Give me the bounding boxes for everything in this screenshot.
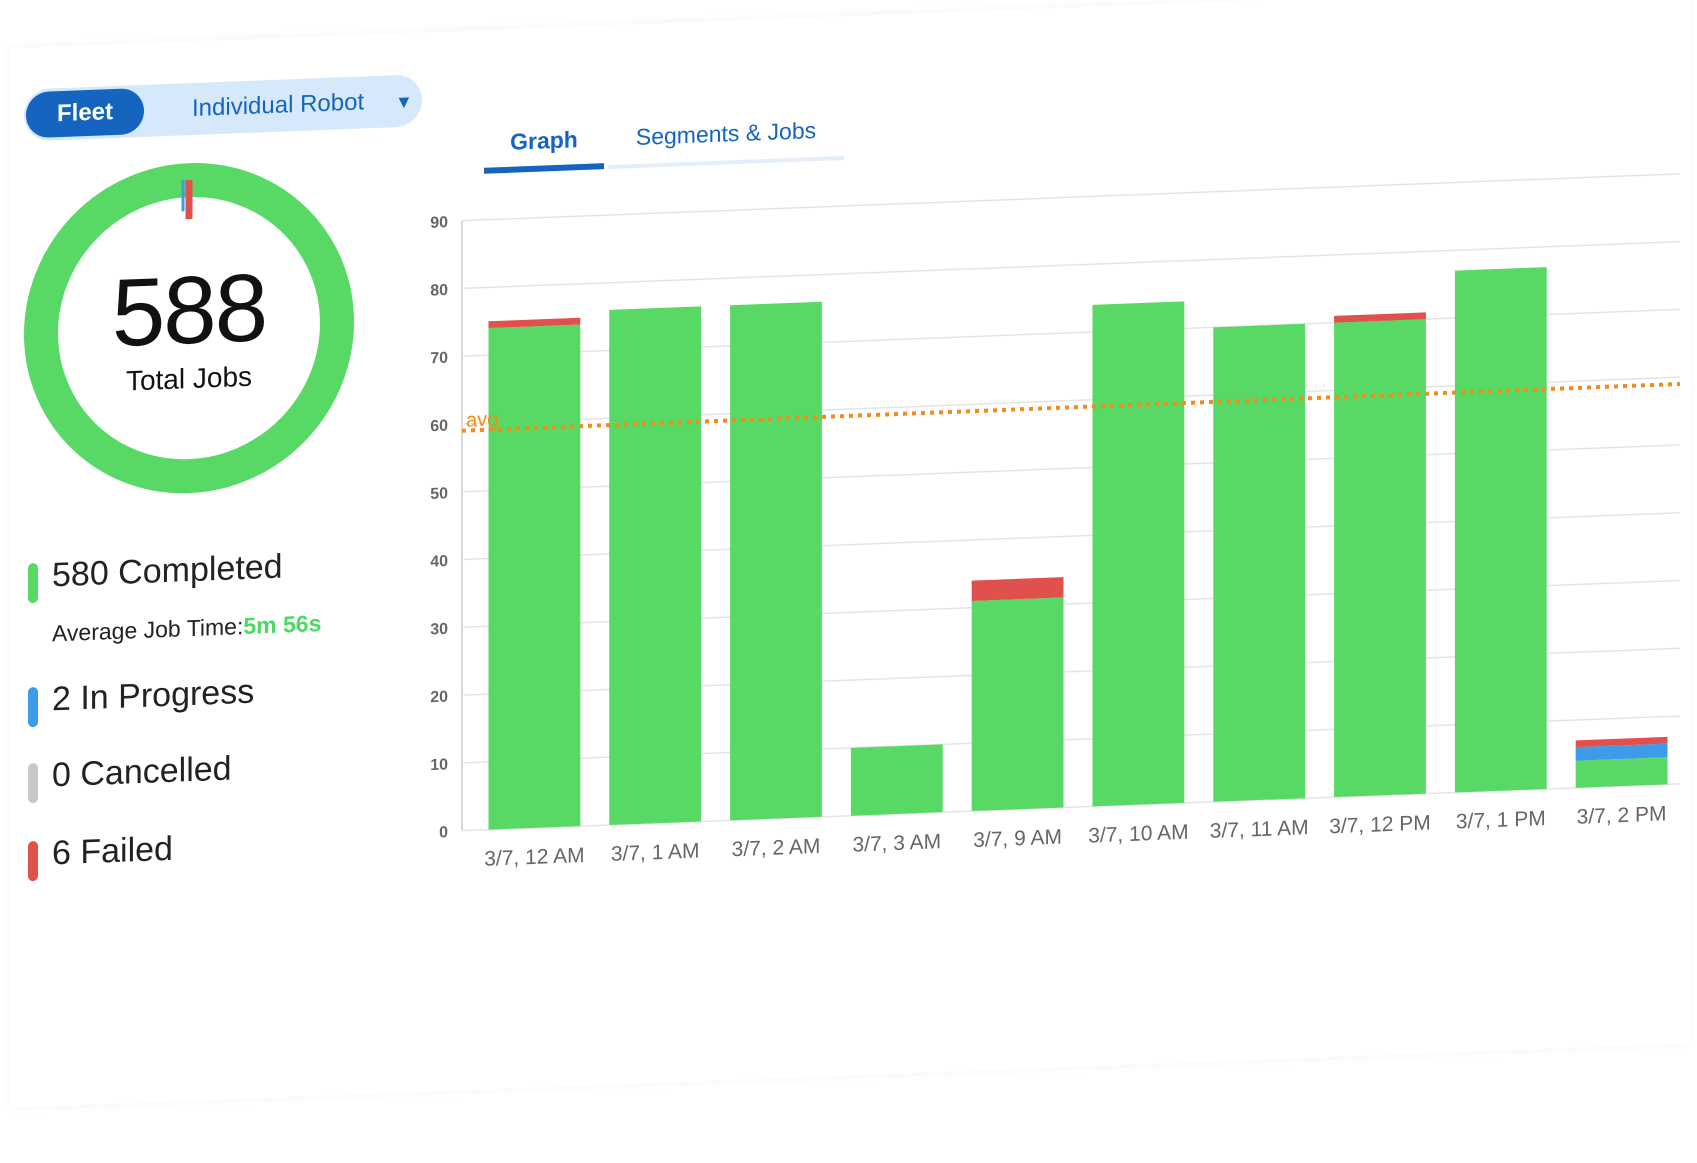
- y-tick-label: 70: [430, 350, 448, 368]
- x-tick-label: 3/7, 2 AM: [732, 835, 821, 861]
- cancelled-count: 0 Cancelled: [52, 749, 232, 795]
- bar-completed: [971, 597, 1064, 812]
- x-tick-label: 3/7, 10 AM: [1088, 821, 1188, 848]
- gridline: [462, 173, 1680, 222]
- bar-completed: [1575, 757, 1668, 788]
- view-toggle[interactable]: Fleet Individual Robot ▼: [24, 74, 422, 142]
- dashboard-panel: Fleet Individual Robot ▼ Graph Segments …: [10, 0, 1690, 1108]
- tab-graph[interactable]: Graph: [484, 109, 604, 174]
- bar-failed: [1575, 736, 1668, 748]
- bar-completed: [1092, 301, 1185, 807]
- x-tick-label: 3/7, 1 AM: [611, 840, 700, 866]
- completed-indicator: [28, 562, 38, 604]
- average-job-time: Average Job Time:5m 56s: [52, 610, 321, 647]
- y-tick-label: 10: [430, 756, 448, 774]
- x-tick-label: 3/7, 11 AM: [1210, 816, 1309, 843]
- gridline: [462, 240, 1680, 290]
- x-tick-label: 3/7, 2 PM: [1577, 802, 1667, 828]
- average-line-label: avg: [466, 408, 498, 431]
- job-status-legend: 580 Completed Average Job Time:5m 56s 2 …: [28, 543, 408, 882]
- fleet-toggle-button[interactable]: Fleet: [26, 87, 144, 139]
- jobs-bar-chart-svg: 0 10 20 30 40 50 60 70 80 90 3/7, 12 AM 3/7, 1 AM 3/…: [430, 173, 1680, 871]
- failed-indicator: [28, 840, 38, 882]
- x-tick-label: 3/7, 9 AM: [973, 826, 1062, 852]
- individual-robot-toggle-button[interactable]: Individual Robot: [192, 88, 365, 123]
- bar-completed: [1334, 319, 1426, 798]
- y-tick-label: 40: [430, 553, 448, 571]
- bar-completed: [1213, 323, 1306, 802]
- chevron-down-icon[interactable]: ▼: [395, 91, 413, 113]
- bar-completed: [609, 306, 702, 825]
- x-tick-label: 3/7, 3 AM: [852, 830, 941, 856]
- bar-completed: [1454, 267, 1547, 793]
- y-tick-label: 90: [430, 214, 448, 232]
- x-tick-label: 3/7, 12 AM: [484, 844, 584, 871]
- y-tick-label: 80: [430, 282, 448, 300]
- completed-count: 580 Completed: [52, 547, 283, 595]
- bar-failed: [1334, 312, 1426, 323]
- in-progress-indicator: [28, 686, 38, 728]
- view-tabs: Graph Segments & Jobs: [484, 99, 844, 174]
- y-tick-label: 20: [430, 689, 448, 707]
- bar-completed: [850, 744, 943, 816]
- bar-failed: [488, 317, 581, 329]
- bar-completed: [730, 301, 822, 821]
- y-tick-label: 60: [430, 418, 448, 436]
- total-jobs-donut: [24, 163, 354, 494]
- bar-failed: [971, 577, 1064, 601]
- y-tick-label: 0: [439, 824, 448, 841]
- y-tick-label: 50: [430, 485, 448, 503]
- jobs-bar-chart: 0 10 20 30 40 50 60 70 80 90 3/7, 12 AM 3/7, 1 AM 3/…: [410, 133, 1690, 902]
- bar-completed: [488, 324, 581, 830]
- average-job-time-value: 5m 56s: [243, 610, 322, 640]
- tab-segments-jobs[interactable]: Segments & Jobs: [608, 99, 844, 170]
- average-job-time-label: Average Job Time:: [52, 613, 244, 647]
- bar-in-progress: [1575, 743, 1668, 761]
- cancelled-indicator: [28, 762, 38, 804]
- in-progress-count: 2 In Progress: [52, 672, 255, 719]
- x-tick-label: 3/7, 12 PM: [1329, 811, 1431, 838]
- total-jobs-count: 588: [111, 254, 267, 368]
- y-tick-label: 30: [430, 621, 448, 639]
- failed-count: 6 Failed: [52, 829, 173, 873]
- x-tick-label: 3/7, 1 PM: [1456, 807, 1546, 833]
